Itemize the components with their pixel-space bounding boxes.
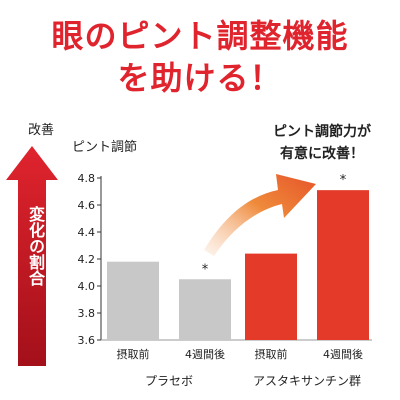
group-label: アスタキサンチン群 — [253, 374, 361, 388]
y-tick-label: 4.4 — [78, 226, 96, 239]
improvement-axis-label: 改善 — [28, 123, 55, 138]
x-tick-label: 4週間後 — [323, 347, 363, 361]
y-tick-label: 4.8 — [78, 172, 96, 185]
y-tick-label: 4.0 — [78, 280, 96, 293]
y-axis-label: ピント調節 — [72, 140, 138, 155]
x-tick-label: 摂取前 — [117, 347, 150, 361]
significance-marker: * — [202, 262, 209, 277]
bar-placebo-1 — [179, 279, 231, 340]
y-tick-label: 4.6 — [78, 199, 96, 212]
headline-line-1: 眼のピント調整機能 — [51, 17, 349, 55]
x-tick-label: 摂取前 — [255, 347, 288, 361]
bar-astaxanthin-1 — [317, 190, 369, 340]
y-tick-label: 3.6 — [78, 334, 96, 347]
bar-placebo-0 — [107, 261, 159, 340]
y-tick-label: 4.2 — [78, 253, 96, 266]
group-label: プラセボ — [145, 374, 193, 388]
callout-text: ピント調節力が 有意に改善！ — [252, 121, 392, 165]
callout-line-2: 有意に改善！ — [280, 146, 364, 162]
bar-astaxanthin-0 — [245, 253, 297, 340]
headline-line-2: を助ける！ — [117, 59, 283, 97]
change-ratio-label: 変化の割合 — [26, 206, 45, 286]
callout-line-1: ピント調節力が — [273, 124, 371, 140]
x-tick-label: 4週間後 — [185, 347, 225, 361]
y-tick-label: 3.8 — [78, 307, 96, 320]
significance-marker: * — [340, 173, 347, 188]
improvement-arrow-icon — [6, 146, 58, 366]
